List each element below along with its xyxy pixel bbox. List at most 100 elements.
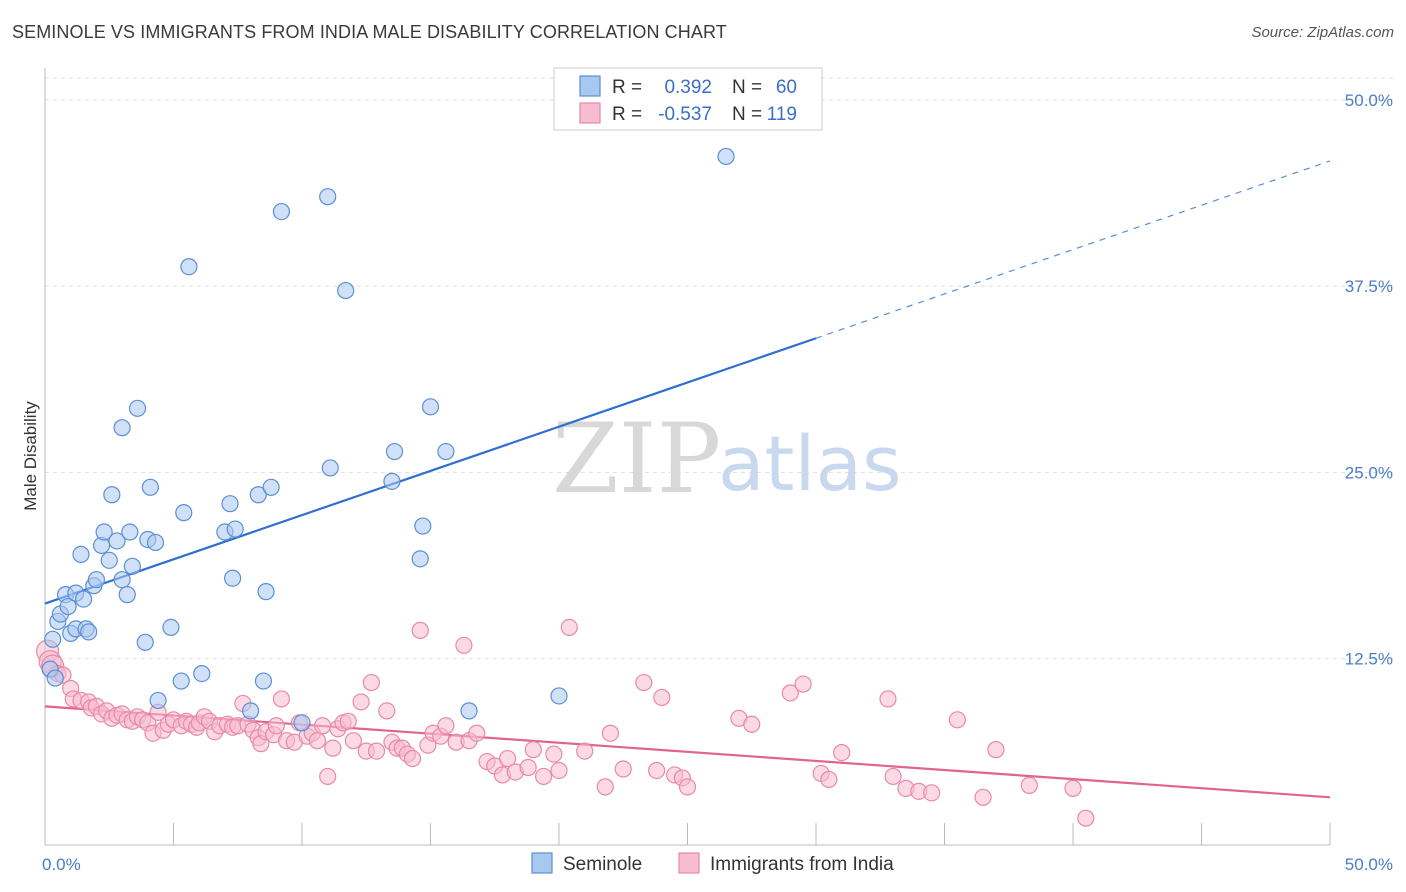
seminole-point xyxy=(337,281,355,300)
seminole-trend-extension xyxy=(815,160,1331,339)
india-point xyxy=(653,688,671,707)
seminole-point xyxy=(293,714,311,732)
x-tick-label-0: 0.0% xyxy=(42,855,81,874)
seminole-point xyxy=(411,550,429,568)
india-point xyxy=(308,732,327,750)
india-point xyxy=(367,742,386,760)
india-point xyxy=(352,693,370,711)
axes xyxy=(44,68,1331,846)
watermark-atlas: atlas xyxy=(718,419,902,508)
seminole-point xyxy=(128,399,147,417)
seminole-point xyxy=(193,665,211,683)
x-tick-label-1: 50.0% xyxy=(1345,855,1393,874)
seminole-point xyxy=(113,419,131,437)
seminole-point xyxy=(175,504,193,522)
y-axis-label: Male Disability xyxy=(21,401,40,511)
india-point xyxy=(468,724,486,742)
india-point xyxy=(884,767,902,786)
series-legend: Seminole Immigrants from India xyxy=(531,852,894,875)
seminole-point xyxy=(321,459,339,477)
seminole-point xyxy=(437,442,455,461)
legend-n-value-india: 119 xyxy=(767,104,797,125)
seminole-point xyxy=(262,478,280,496)
seminole-point xyxy=(226,520,244,538)
seminole-point xyxy=(180,258,198,276)
india-point xyxy=(272,690,291,708)
seminole-point xyxy=(123,557,141,575)
india-point xyxy=(378,702,396,720)
seminole-point xyxy=(146,533,165,552)
india-point xyxy=(678,778,697,796)
india-point xyxy=(948,711,966,729)
watermark-zip: ZIP xyxy=(552,403,721,515)
india-point xyxy=(455,636,473,654)
seminole-point xyxy=(100,551,118,569)
india-point xyxy=(923,784,941,802)
stats-legend: R = 0.392 N = 60 R = -0.537 N = 119 xyxy=(553,67,823,131)
india-point xyxy=(820,770,838,789)
seminole-point xyxy=(59,597,77,616)
seminole-point xyxy=(272,202,291,221)
seminole-point xyxy=(113,571,131,589)
seminole-point xyxy=(717,147,735,166)
legend-n-label-seminole: N = xyxy=(732,77,762,98)
india-point xyxy=(833,743,851,762)
seminole-point xyxy=(383,472,401,490)
seminole-point xyxy=(550,687,568,705)
seminole-point xyxy=(80,623,98,641)
india-point xyxy=(974,788,992,806)
bottom-legend-swatch-seminole xyxy=(531,852,553,874)
y-tick-label-2: 37.5% xyxy=(1345,277,1393,296)
seminole-point xyxy=(121,523,139,541)
legend-n-label-india: N = xyxy=(732,104,762,125)
seminole-point xyxy=(46,669,64,687)
india-point xyxy=(339,712,357,730)
india-point xyxy=(324,739,342,757)
y-tick-label-3: 50.0% xyxy=(1345,91,1393,110)
legend-r-value-seminole: 0.392 xyxy=(664,77,712,98)
india-point xyxy=(411,621,429,639)
india-point xyxy=(576,742,594,760)
india-point xyxy=(560,618,578,637)
bottom-legend-label-india: Immigrants from India xyxy=(710,854,894,875)
india-trend-line xyxy=(44,705,1331,799)
y-tick-label-0: 12.5% xyxy=(1345,650,1393,669)
seminole-point xyxy=(385,442,404,461)
seminole-point xyxy=(224,569,242,587)
india-point xyxy=(319,767,337,786)
india-point xyxy=(403,749,422,768)
seminole-point xyxy=(460,702,478,720)
india-point xyxy=(794,675,812,693)
seminole-point xyxy=(242,702,260,720)
india-point xyxy=(545,745,563,763)
legend-swatch-india xyxy=(579,102,601,124)
seminole-points xyxy=(41,147,735,732)
bottom-legend-label-seminole: Seminole xyxy=(563,854,642,875)
india-point xyxy=(524,741,542,759)
india-point xyxy=(499,749,517,768)
trend-lines xyxy=(44,160,1331,799)
seminole-point xyxy=(162,618,180,637)
seminole-point xyxy=(414,517,432,535)
seminole-point xyxy=(257,583,275,601)
legend-swatch-seminole xyxy=(579,75,601,97)
legend-n-value-seminole: 60 xyxy=(776,77,797,98)
tick-labels: 12.5% 25.0% 37.5% 50.0% 0.0% 50.0% xyxy=(42,91,1393,874)
india-point xyxy=(648,761,666,780)
seminole-point xyxy=(74,590,93,608)
seminole-point xyxy=(172,672,190,690)
india-point xyxy=(879,690,897,708)
india-points xyxy=(35,618,1095,827)
seminole-point xyxy=(319,188,337,206)
chart-title: SEMINOLE VS IMMIGRANTS FROM INDIA MALE D… xyxy=(12,22,727,42)
india-point xyxy=(1020,776,1038,794)
seminole-point xyxy=(72,545,90,563)
india-point xyxy=(743,715,761,733)
watermark: ZIP atlas xyxy=(552,403,902,515)
grid-lines xyxy=(45,77,1395,660)
y-tick-label-1: 25.0% xyxy=(1345,463,1393,482)
india-point xyxy=(534,767,553,786)
india-point xyxy=(437,717,455,735)
india-point xyxy=(519,758,537,777)
legend-r-label-india: R = xyxy=(612,104,642,125)
